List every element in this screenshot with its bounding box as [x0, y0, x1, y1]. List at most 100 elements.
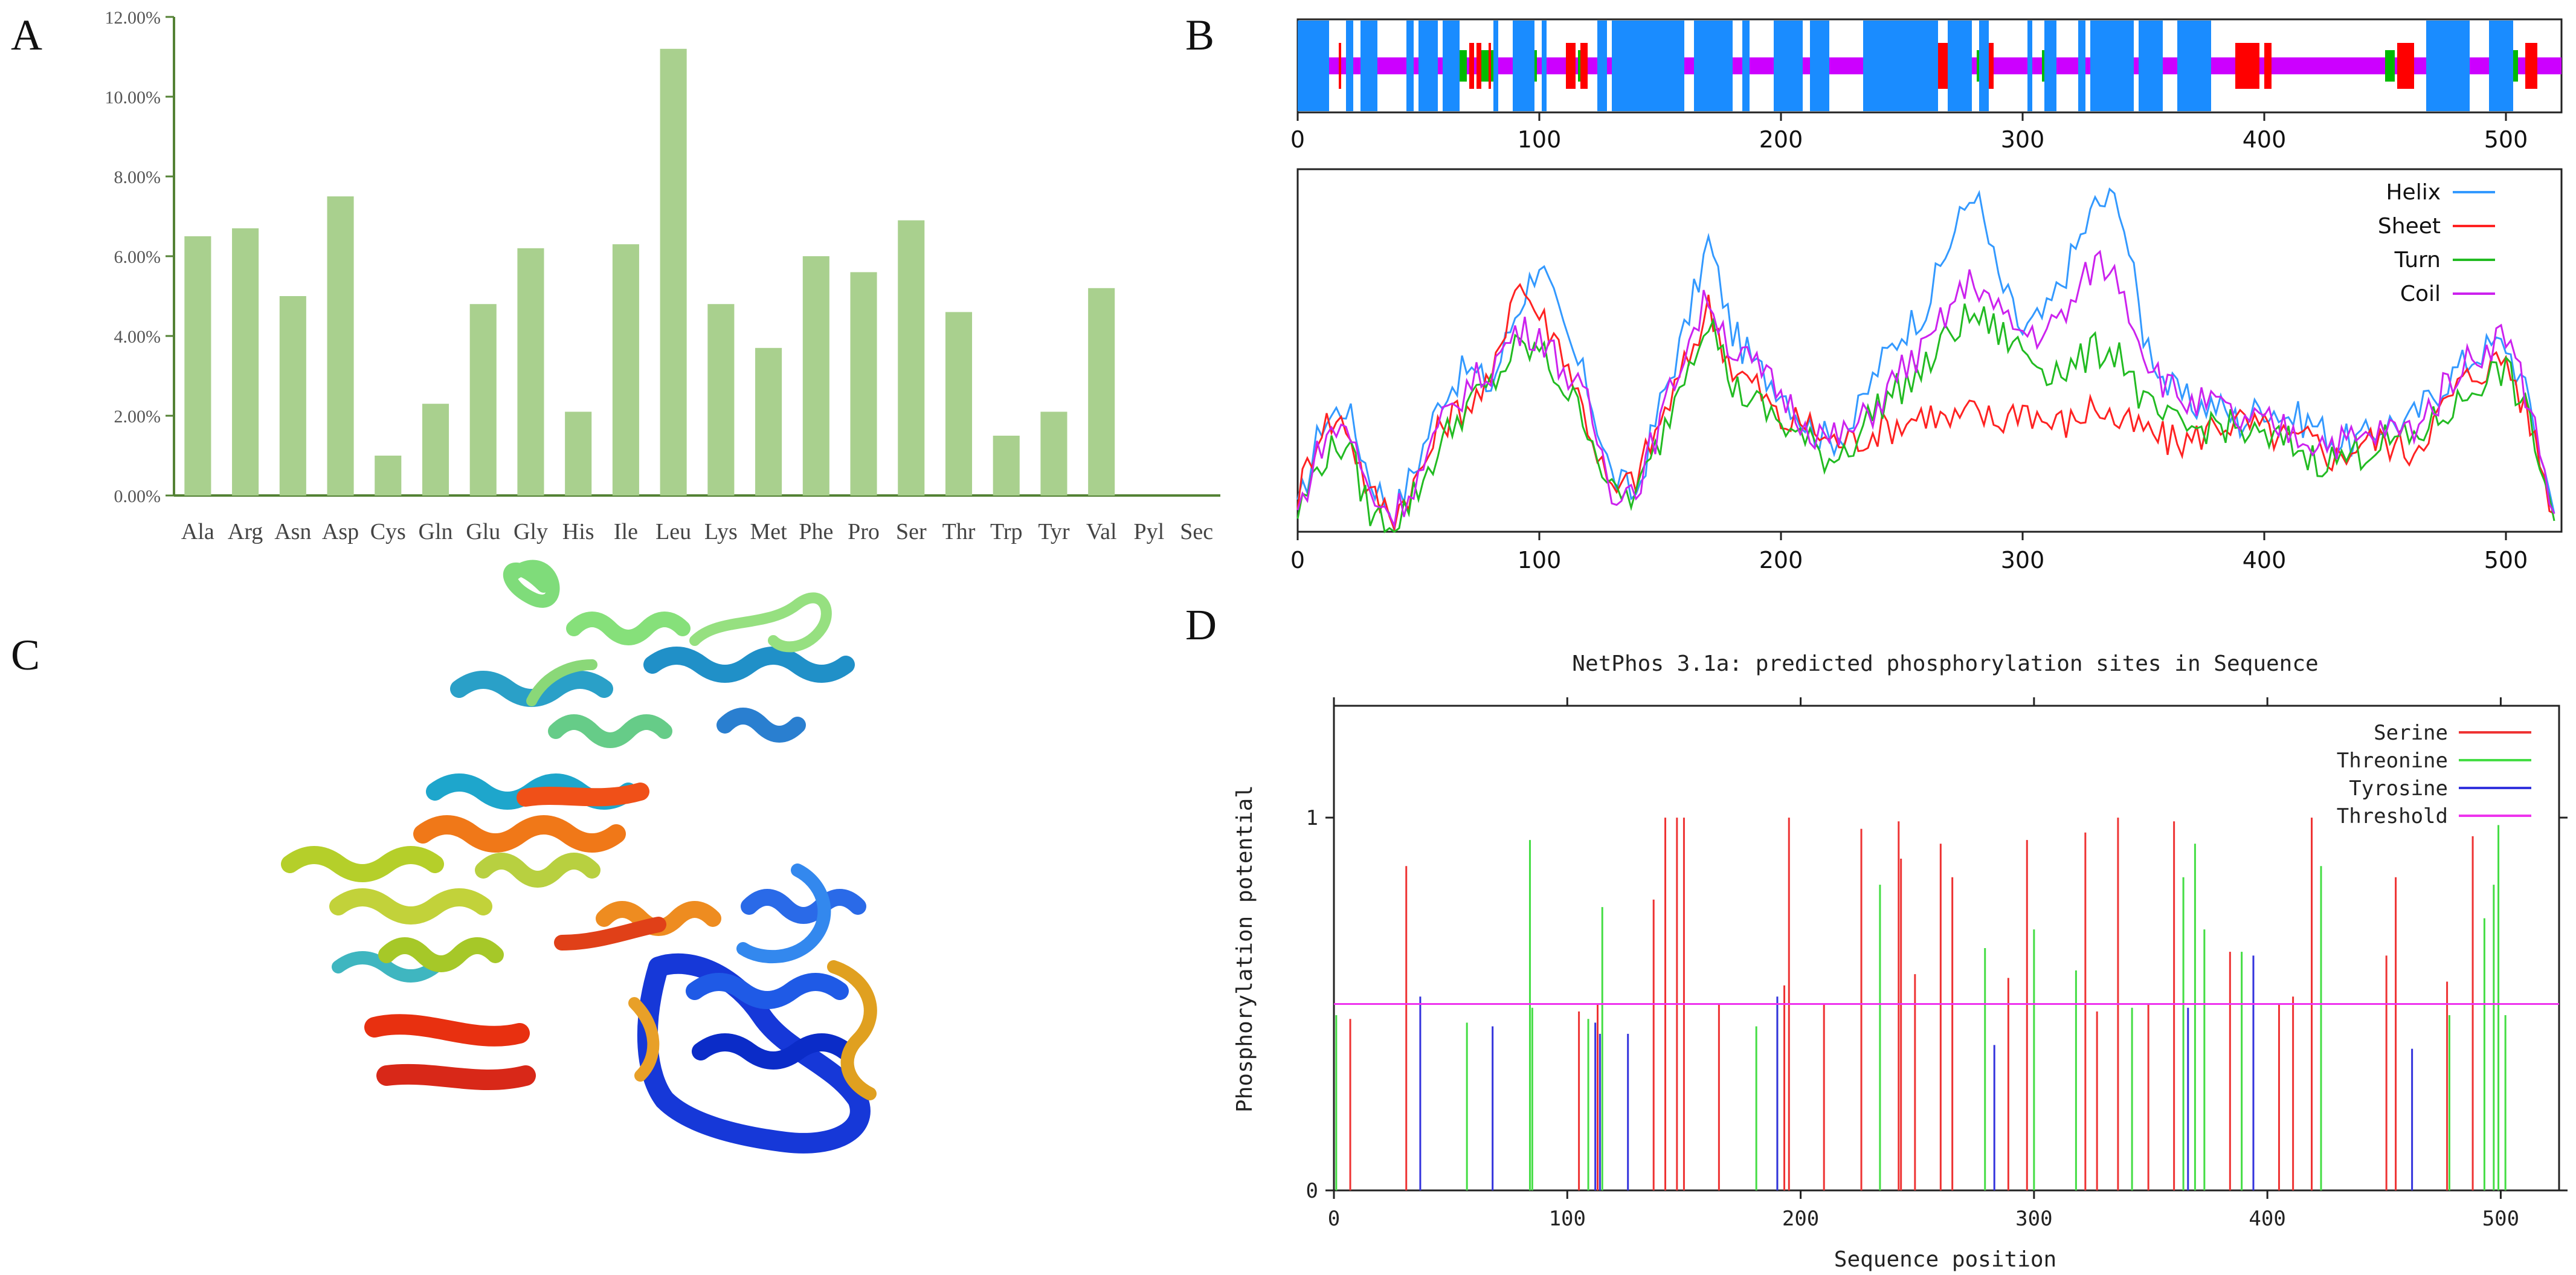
protein-3d-structure-image — [281, 560, 877, 1154]
y-tick-label: 2.00% — [114, 407, 161, 427]
x-tick-label: Pro — [848, 519, 880, 544]
panel-d-chart: NetPhos 3.1a: predicted phosphorylation … — [1232, 651, 2568, 1272]
helix-segment — [1948, 21, 1972, 111]
legend-label: Serine — [2374, 721, 2448, 745]
x-tick-label: Met — [750, 519, 787, 544]
plot-frame — [1296, 168, 2563, 533]
helix-segment — [2139, 21, 2163, 111]
legend-label: Tyrosine — [2349, 776, 2448, 801]
series-line-sheet — [1296, 283, 2555, 532]
track-x-tick-label: 300 — [2001, 126, 2045, 153]
bar — [232, 228, 259, 495]
chart-title: NetPhos 3.1a: predicted phosphorylation … — [1572, 651, 2318, 676]
track-x-tick-label: 0 — [1290, 126, 1305, 153]
helix-segment — [1418, 21, 1438, 111]
helix-segment — [1694, 21, 1733, 111]
helix-segment — [1863, 21, 1938, 111]
bar — [612, 244, 639, 495]
bar — [469, 304, 497, 495]
bar — [279, 296, 306, 495]
bar — [993, 436, 1020, 495]
helix-segment — [2027, 21, 2032, 111]
y-tick-label: 6.00% — [114, 247, 161, 267]
helix-segment — [1542, 21, 1547, 111]
panel-b: B 0 100 200 300 400 500 0 100 200 300 400 500 Helix… — [1185, 11, 2563, 573]
track-x-tick-label: 400 — [2243, 126, 2287, 153]
x-tick-label: Ala — [181, 519, 214, 544]
panel-a-chart: 0.00% 2.00% 4.00% 6.00% 8.00% 10.00% 12.00% Ala… — [105, 8, 1220, 544]
helix-segment — [2078, 21, 2085, 111]
turn-segment — [2385, 50, 2395, 82]
helix-segment — [1493, 21, 1498, 111]
helix-segment — [2090, 21, 2134, 111]
panel-label-c: C — [11, 631, 40, 679]
x-tick-label: Trp — [990, 519, 1023, 544]
helix-segment — [1979, 21, 1989, 111]
series-line-coil — [1296, 250, 2555, 529]
legend-label: Coil — [2400, 282, 2441, 306]
bar — [184, 236, 211, 495]
x-axis-label: Sequence position — [1834, 1247, 2056, 1272]
x-tick-label: Ile — [614, 519, 638, 544]
y-tick-label: 0 — [1306, 1179, 1318, 1203]
x-tick-label: Leu — [655, 519, 691, 544]
helix-segment — [1597, 21, 1607, 111]
x-tick-label: Gln — [419, 519, 453, 544]
y-tick-label: 0.00% — [114, 486, 161, 506]
panel-c: C — [11, 560, 877, 1154]
y-tick-label: 8.00% — [114, 167, 161, 187]
panel-label-b: B — [1185, 11, 1214, 59]
helix-segment — [2489, 21, 2513, 111]
bar — [850, 272, 877, 495]
panel-label-d: D — [1185, 601, 1217, 649]
x-tick-label: 500 — [2482, 1207, 2519, 1231]
x-tick-label: His — [562, 519, 594, 544]
x-tick-label: Arg — [228, 519, 263, 544]
bar — [660, 48, 687, 496]
bar — [375, 456, 402, 495]
y-tick-label: 1 — [1306, 806, 1318, 830]
x-tick-label: Lys — [704, 519, 738, 544]
x-tick-label: Val — [1086, 519, 1117, 544]
bar — [565, 412, 592, 495]
sheet-segment — [1339, 43, 1341, 89]
turn-segment — [1479, 50, 1496, 82]
x-tick-label: Pyl — [1134, 519, 1165, 544]
helix-segment — [1406, 21, 1414, 111]
helix-segment — [1612, 21, 1684, 111]
legend-label: Threshold — [2337, 804, 2448, 828]
helix-segment — [1513, 21, 1534, 111]
bar — [327, 196, 354, 495]
bar — [517, 248, 544, 495]
x-tick-label: 200 — [1782, 1207, 1819, 1231]
sheet-segment — [2243, 43, 2259, 89]
x-tick-label: 100 — [1549, 1207, 1586, 1231]
sheet-segment — [1476, 43, 1481, 89]
x-tick-label: 200 — [1759, 547, 1803, 573]
legend-label: Sheet — [2378, 214, 2441, 239]
series-line-helix — [1296, 187, 2555, 531]
x-tick-label: 0 — [1290, 547, 1305, 573]
panel-d: D NetPhos 3.1a: predicted phosphorylatio… — [1185, 601, 2568, 1272]
sheet-segment — [1566, 43, 1576, 89]
sheet-segment — [2264, 43, 2272, 89]
bar — [755, 347, 782, 495]
sheet-segment — [1989, 43, 1994, 89]
sheet-segment — [2525, 43, 2537, 89]
x-tick-label: 400 — [2249, 1207, 2285, 1231]
sheet-segment — [1469, 43, 1474, 89]
x-tick-label: 100 — [1518, 547, 1562, 573]
panel-b-chart: 0 100 200 300 400 500 Helix Sheet Turn Coil — [1290, 168, 2563, 573]
helix-segment — [1298, 21, 1329, 111]
bar — [1088, 288, 1115, 495]
helix-segment — [1360, 21, 1377, 111]
x-tick-label: Asp — [322, 519, 359, 544]
track-x-tick-label: 500 — [2484, 126, 2528, 153]
x-tick-label: 500 — [2484, 547, 2528, 573]
bar — [898, 220, 925, 495]
helix-segment — [1346, 21, 1353, 111]
helix-segment — [2044, 21, 2056, 111]
y-axis-label: Phosphorylation potential — [1232, 785, 1257, 1112]
panel-label-a: A — [11, 11, 42, 59]
